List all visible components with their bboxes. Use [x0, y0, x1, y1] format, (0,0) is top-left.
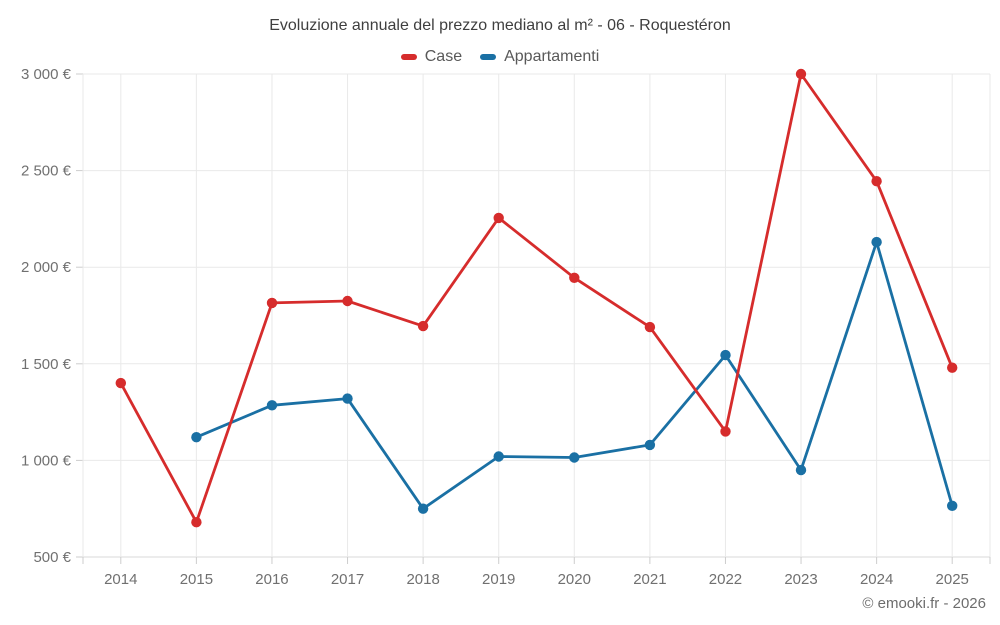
x-axis-label: 2021	[633, 571, 666, 588]
x-axis-label: 2016	[255, 571, 288, 588]
data-point-appartamenti-2018[interactable]	[417, 503, 429, 514]
y-axis-label: 2 500 €	[21, 163, 72, 180]
x-axis-label: 2015	[180, 571, 213, 588]
data-point-appartamenti-2023[interactable]	[795, 464, 807, 476]
series-case	[115, 68, 958, 528]
data-point-case-2021[interactable]	[644, 321, 656, 333]
legend-item-appartamenti[interactable]: Appartamenti	[480, 48, 599, 66]
data-point-appartamenti-2020[interactable]	[569, 452, 580, 463]
data-point-case-2019[interactable]	[493, 212, 504, 224]
legend: Case Appartamenti	[0, 48, 1000, 66]
appartamenti-series-swatch	[480, 54, 497, 60]
case-series-swatch	[400, 54, 417, 60]
data-point-case-2024[interactable]	[871, 176, 882, 187]
data-point-appartamenti-2016[interactable]	[266, 400, 278, 411]
gridlines: 500 € 1 000 € 1 500 € 2 000 € 2 500 € 3 000 €…	[21, 66, 991, 588]
data-point-appartamenti-2022[interactable]	[720, 349, 731, 361]
x-axis-label: 2019	[482, 571, 515, 588]
series-appartamenti	[191, 236, 958, 514]
data-point-case-2018[interactable]	[417, 320, 429, 332]
x-axis-label: 2017	[331, 571, 364, 588]
data-point-case-2015[interactable]	[191, 517, 202, 528]
y-axis-label: 3 000 €	[21, 66, 72, 83]
x-axis-label: 2014	[104, 571, 137, 588]
data-point-appartamenti-2019[interactable]	[493, 451, 504, 462]
copyright-credit: © emooki.fr - 2026	[862, 595, 986, 612]
data-point-case-2022[interactable]	[720, 426, 731, 437]
legend-label-case: Case	[424, 48, 463, 65]
x-axis-label: 2025	[936, 571, 969, 588]
data-point-case-2014[interactable]	[115, 377, 127, 389]
data-point-case-2020[interactable]	[569, 272, 580, 283]
x-axis-label: 2024	[860, 571, 893, 588]
x-axis-label: 2023	[784, 571, 817, 588]
data-point-case-2016[interactable]	[266, 297, 278, 309]
data-point-case-2023[interactable]	[795, 68, 807, 80]
data-point-case-2017[interactable]	[342, 295, 353, 307]
y-axis-label: 1 000 €	[21, 452, 72, 469]
data-point-appartamenti-2025[interactable]	[947, 500, 958, 511]
chart-title: Evoluzione annuale del prezzo mediano al…	[269, 17, 731, 34]
x-axis-label: 2022	[709, 571, 742, 588]
data-point-appartamenti-2015[interactable]	[191, 432, 202, 443]
data-point-appartamenti-2021[interactable]	[644, 439, 656, 451]
y-axis-label: 500 €	[33, 549, 71, 566]
legend-item-case[interactable]: Case	[400, 48, 463, 66]
legend-label-appartamenti: Appartamenti	[504, 48, 600, 65]
data-point-appartamenti-2017[interactable]	[342, 393, 353, 404]
x-axis-label: 2018	[406, 571, 439, 588]
data-point-appartamenti-2024[interactable]	[871, 236, 882, 248]
data-point-case-2025[interactable]	[947, 362, 958, 373]
y-axis-label: 2 000 €	[21, 259, 72, 276]
x-axis-label: 2020	[558, 571, 591, 588]
y-axis-label: 1 500 €	[21, 356, 72, 373]
